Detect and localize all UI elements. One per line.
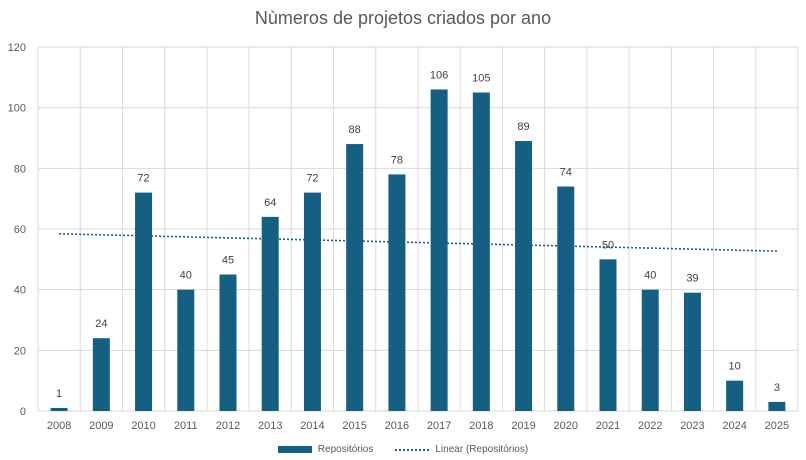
bar [683, 292, 701, 411]
data-label: 39 [686, 273, 698, 285]
bar-chart: 0 20 40 60 80 100 120 1 24 72 40 45 64 72 88 78 106 105 8… [8, 42, 799, 432]
x-tick-label: 2009 [89, 420, 113, 432]
bar [599, 259, 617, 411]
y-tick-label: 100 [8, 103, 26, 115]
bar [50, 407, 68, 411]
y-tick-label: 120 [8, 42, 26, 54]
bar [261, 216, 279, 411]
x-tick-label: 2012 [216, 420, 240, 432]
y-tick-label: 20 [14, 345, 26, 357]
data-label: 89 [517, 121, 529, 133]
x-tick-label: 2022 [638, 420, 662, 432]
bar [388, 174, 406, 411]
bar [135, 192, 153, 411]
legend-trend-swatch [395, 448, 430, 451]
bar [641, 289, 659, 411]
data-label: 45 [222, 255, 234, 267]
x-tick-label: 2014 [300, 420, 324, 432]
x-axis-ticks: 2008 2009 2010 2011 2012 2013 2014 2015 2016 2017… [47, 420, 789, 432]
x-tick-label: 2023 [680, 420, 704, 432]
x-tick-label: 2015 [342, 420, 366, 432]
data-labels: 1 24 72 40 45 64 72 88 78 106 105 89 74 50 40 39 10 3 [56, 69, 780, 400]
x-tick-label: 2019 [511, 420, 535, 432]
x-tick-label: 2021 [596, 420, 620, 432]
bars [50, 89, 786, 412]
x-tick-label: 2018 [469, 420, 493, 432]
bar [92, 338, 110, 411]
x-tick-label: 2025 [765, 420, 789, 432]
data-label: 40 [180, 270, 192, 282]
bar [726, 380, 744, 411]
x-tick-label: 2013 [258, 420, 282, 432]
x-tick-label: 2017 [427, 420, 451, 432]
bar [557, 186, 575, 411]
data-label: 72 [306, 173, 318, 185]
legend-bar-swatch [277, 446, 312, 453]
legend-trend-label: Linear (Repositórios) [435, 444, 529, 455]
data-label: 78 [391, 154, 403, 166]
y-tick-label: 0 [20, 406, 26, 418]
bar [768, 401, 786, 411]
bar [515, 141, 533, 412]
x-tick-label: 2016 [385, 420, 409, 432]
bar [177, 289, 195, 411]
bar [219, 274, 237, 411]
y-tick-label: 40 [14, 285, 26, 297]
data-label: 74 [560, 167, 572, 179]
legend-item-trendline: Linear (Repositórios) [395, 444, 528, 455]
y-tick-label: 80 [14, 163, 26, 175]
x-tick-label: 2024 [722, 420, 746, 432]
grid-lines [37, 46, 799, 412]
x-tick-label: 2020 [554, 420, 578, 432]
data-label: 64 [264, 197, 276, 209]
legend-series-label: Repositórios [317, 444, 374, 455]
data-label: 50 [602, 239, 614, 251]
bar [346, 144, 364, 412]
x-tick-label: 2008 [47, 420, 71, 432]
bar [303, 192, 321, 411]
data-label: 106 [430, 69, 448, 81]
data-label: 105 [472, 73, 490, 85]
x-tick-label: 2011 [174, 420, 198, 432]
data-label: 40 [644, 270, 656, 282]
data-label: 72 [137, 173, 149, 185]
data-label: 3 [774, 382, 780, 394]
chart-title: Nùmeros de projetos criados por ano [254, 8, 552, 28]
y-tick-label: 60 [14, 224, 26, 236]
data-label: 24 [95, 318, 107, 330]
data-label: 10 [729, 361, 741, 373]
legend: Repositórios Linear (Repositórios) [0, 444, 806, 455]
bar [472, 92, 490, 411]
data-label: 1 [56, 388, 62, 400]
legend-item-series: Repositórios [277, 444, 374, 455]
bar [430, 89, 448, 411]
x-tick-label: 2010 [131, 420, 155, 432]
y-axis-ticks: 0 20 40 60 80 100 120 [8, 42, 26, 418]
data-label: 88 [349, 124, 361, 136]
